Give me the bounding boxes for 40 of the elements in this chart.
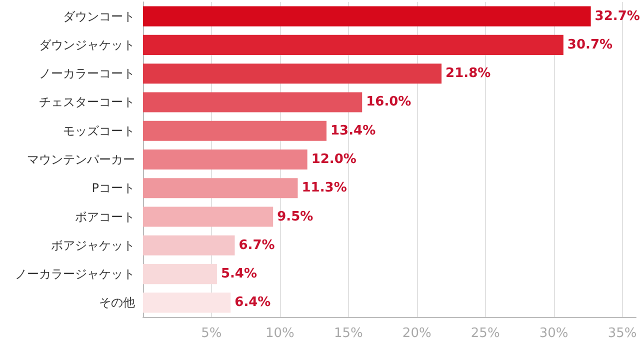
bar [143,206,274,227]
bar [143,235,235,256]
x-tick-label: 15% [334,326,363,341]
data-label: 32.7% [594,8,640,24]
y-tick-label: マウンテンパーカー [27,152,135,166]
y-tick-label: モッズコート [63,124,135,138]
bar [143,178,298,198]
y-tick-label: Pコート [92,181,135,196]
bar [143,34,564,55]
y-tick-label: ダウンコート [63,9,135,24]
data-label: 30.7% [567,37,613,52]
data-label: 6.7% [238,238,275,253]
x-tick-label: 30% [539,326,568,341]
x-tick-label: 35% [608,326,637,341]
bar [143,6,591,26]
y-tick-label: ノーカラージャケット [15,267,135,282]
data-label: 11.3% [302,180,347,196]
bar [143,149,308,170]
bar [143,92,362,112]
bar [143,292,231,313]
data-label: 16.0% [366,94,412,110]
bar [143,264,217,284]
y-tick-label: ボアジャケット [51,238,135,252]
data-label: 5.4% [220,266,258,282]
x-tick-label: 25% [470,326,500,341]
data-label: 9.5% [277,209,314,224]
y-tick-label: チェスターコート [39,95,135,110]
data-label: 12.0% [311,152,356,167]
y-tick-label: その他 [99,296,135,310]
x-tick-label: 10% [265,326,294,341]
y-tick-label: ダウンジャケット [39,38,135,52]
x-tick-label: 20% [402,326,432,341]
data-label: 13.4% [330,123,376,138]
bar [143,64,442,84]
bar [143,120,327,141]
x-tick-label: 5% [201,326,222,341]
data-label: 6.4% [234,295,271,310]
y-tick-label: ノーカラーコート [39,66,135,81]
data-label: 21.8% [446,66,491,82]
y-tick-label: ボアコート [75,210,135,224]
